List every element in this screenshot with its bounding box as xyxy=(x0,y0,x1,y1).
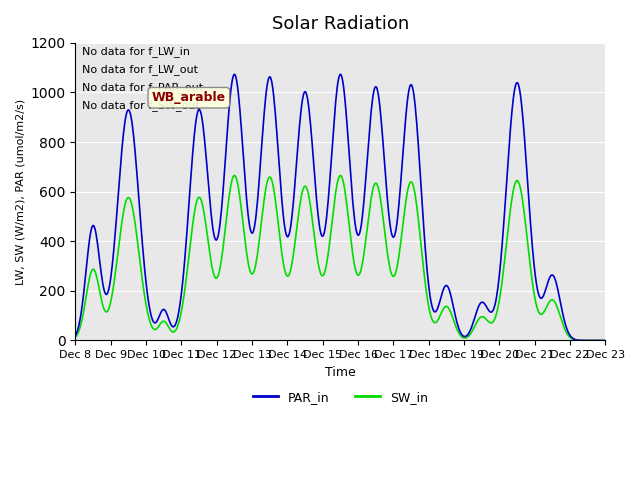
SW_in xyxy=(136,255,143,261)
PAR_in xyxy=(81,278,89,284)
SW_in xyxy=(231,173,239,179)
PAR_in xyxy=(136,204,143,210)
PAR_in xyxy=(218,208,225,214)
SW_in xyxy=(602,337,609,343)
SW_in xyxy=(81,301,89,307)
Title: Solar Radiation: Solar Radiation xyxy=(272,15,409,33)
Text: No data for f_LW_out: No data for f_LW_out xyxy=(83,64,198,74)
Line: PAR_in: PAR_in xyxy=(76,74,605,340)
SW_in xyxy=(218,257,225,263)
SW_in xyxy=(189,216,197,222)
PAR_in xyxy=(72,333,79,338)
Legend: PAR_in, SW_in: PAR_in, SW_in xyxy=(248,385,433,408)
PAR_in xyxy=(602,337,609,343)
Text: No data for f_LW_in: No data for f_LW_in xyxy=(83,46,190,57)
PAR_in xyxy=(231,72,239,77)
Y-axis label: LW, SW (W/m2), PAR (umol/m2/s): LW, SW (W/m2), PAR (umol/m2/s) xyxy=(15,98,25,285)
PAR_in xyxy=(421,240,429,245)
Text: No data for f_SW_out: No data for f_SW_out xyxy=(83,100,200,111)
Text: No data for f_PAR_out: No data for f_PAR_out xyxy=(83,82,204,93)
Text: WB_arable: WB_arable xyxy=(152,91,226,104)
SW_in xyxy=(406,181,413,187)
X-axis label: Time: Time xyxy=(325,366,356,379)
PAR_in xyxy=(406,85,413,91)
SW_in xyxy=(72,335,79,340)
PAR_in xyxy=(189,143,197,148)
Line: SW_in: SW_in xyxy=(76,176,605,340)
SW_in xyxy=(421,277,429,283)
